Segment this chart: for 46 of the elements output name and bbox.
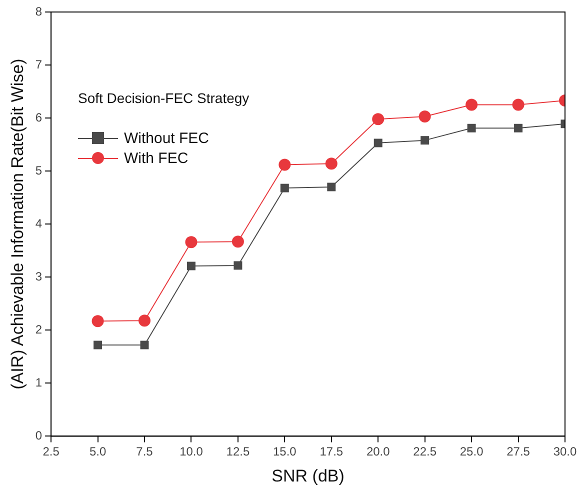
y-tick-label: 2	[35, 322, 42, 336]
point	[374, 138, 382, 148]
point	[420, 136, 430, 145]
x-tick-label: 7.5	[136, 444, 154, 459]
point	[372, 113, 384, 126]
point	[92, 315, 104, 328]
point	[140, 340, 149, 350]
y-axis-title: (AIR) Achievable Information Rate(Bit Wise)	[8, 58, 27, 390]
y-tick-label: 8	[35, 4, 42, 18]
point	[327, 182, 336, 192]
point	[512, 98, 524, 111]
point	[186, 262, 196, 270]
x-tick-label: 2.5	[42, 444, 60, 459]
x-tick-label: 20.0	[366, 444, 390, 459]
x-tick-label: 27.5	[506, 444, 530, 459]
point	[278, 158, 291, 171]
y-tick-label: 5	[35, 163, 42, 178]
y-tick-label: 1	[35, 375, 42, 390]
y-tick-label: 7	[35, 57, 42, 72]
y-tick-label: 6	[35, 110, 42, 124]
x-tick-label: 5.0	[89, 444, 106, 459]
legend-label: With FEC	[124, 150, 188, 166]
x-axis-title: SNR (dB)	[272, 466, 344, 486]
point	[280, 184, 289, 192]
point	[185, 236, 198, 248]
legend-title: Soft Decision-FEC Strategy	[78, 90, 250, 106]
point	[467, 124, 476, 132]
y-tick-label: 3	[35, 269, 42, 284]
x-tick-label: 12.5	[226, 444, 250, 459]
x-tick-label: 25.0	[460, 444, 484, 459]
point	[514, 124, 523, 132]
x-tick-label: 30.0	[553, 444, 577, 459]
point	[325, 158, 338, 170]
legend-label: Without FEC	[124, 130, 210, 146]
x-tick-label: 10.0	[180, 444, 204, 459]
point	[234, 261, 242, 270]
x-tick-label: 17.5	[320, 444, 344, 459]
point	[94, 340, 102, 350]
y-tick-label: 0	[35, 428, 42, 443]
x-tick-label: 15.0	[272, 444, 297, 459]
x-tick-label: 22.5	[413, 444, 437, 459]
point	[232, 236, 244, 248]
point	[138, 314, 151, 327]
point	[466, 98, 478, 111]
y-tick-label: 4	[35, 216, 42, 230]
point	[418, 110, 431, 122]
